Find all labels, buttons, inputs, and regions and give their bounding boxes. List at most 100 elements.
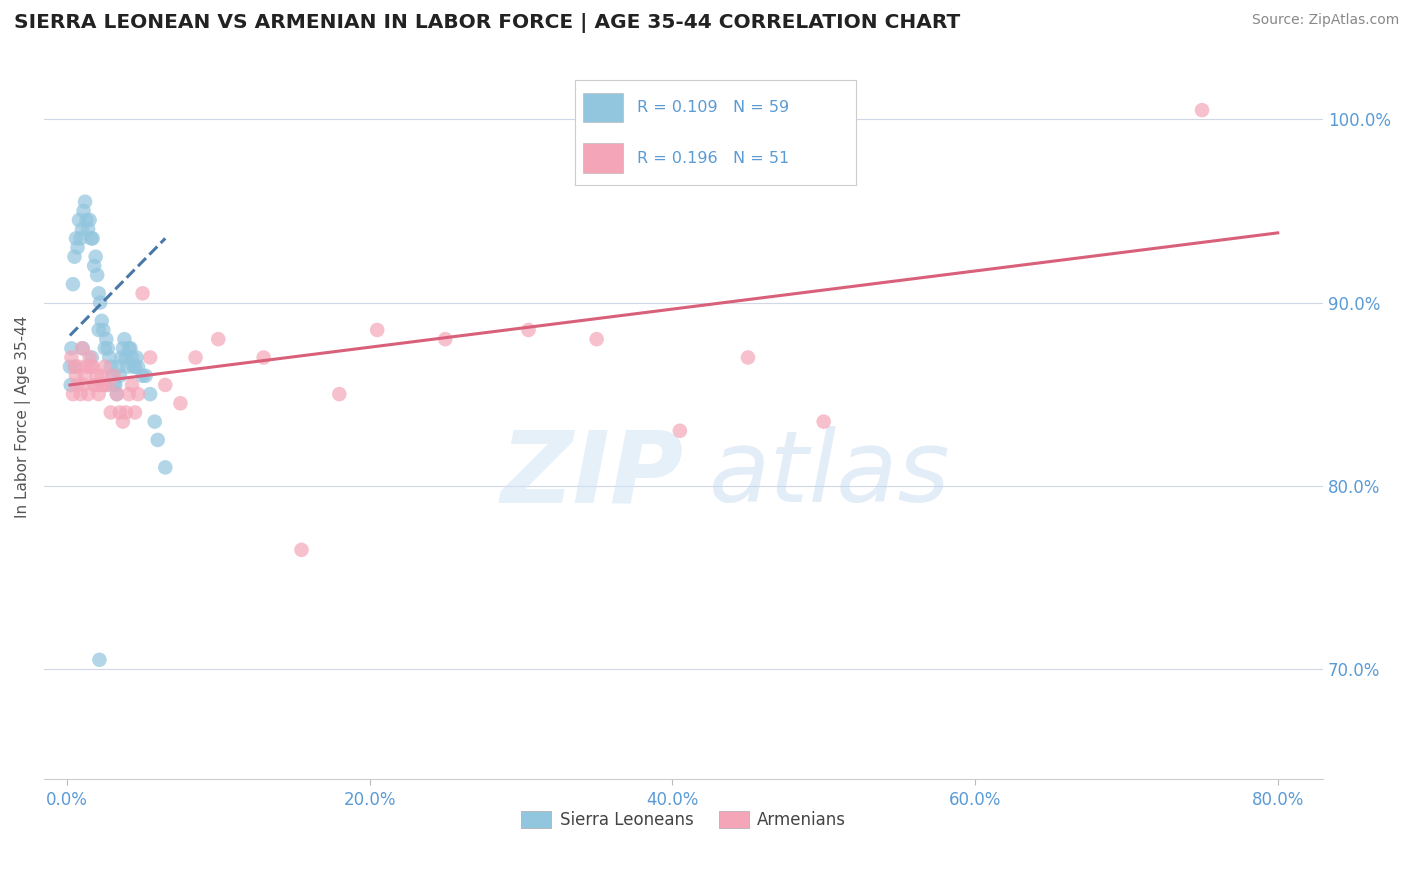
Point	[517, 323, 540, 337]
Point	[80, 231, 103, 245]
Point	[96, 332, 118, 346]
Point	[67, 213, 90, 227]
Point	[127, 387, 149, 401]
Point	[107, 359, 129, 374]
Point	[93, 341, 115, 355]
Point	[59, 378, 82, 392]
Point	[108, 405, 131, 419]
Point	[82, 231, 104, 245]
Point	[94, 378, 117, 392]
Point	[108, 368, 131, 383]
Point	[62, 277, 84, 292]
Text: ZIP: ZIP	[501, 426, 683, 524]
Point	[73, 194, 96, 209]
Point	[585, 332, 607, 346]
Point	[87, 286, 110, 301]
Point	[66, 378, 89, 392]
Point	[91, 323, 114, 337]
Point	[89, 378, 111, 392]
Point	[207, 332, 229, 346]
Point	[76, 359, 98, 374]
Point	[60, 351, 83, 365]
Point	[111, 341, 134, 355]
Point	[118, 341, 141, 355]
Point	[87, 323, 110, 337]
Point	[328, 387, 350, 401]
Point	[63, 250, 86, 264]
Legend: Sierra Leoneans, Armenians: Sierra Leoneans, Armenians	[515, 805, 852, 836]
Point	[669, 424, 692, 438]
Point	[67, 359, 90, 374]
Point	[121, 351, 143, 365]
Point	[65, 231, 87, 245]
Point	[89, 653, 111, 667]
Point	[120, 341, 142, 355]
Point	[117, 359, 139, 374]
Point	[813, 415, 835, 429]
Point	[124, 405, 146, 419]
Point	[65, 359, 87, 374]
Point	[115, 351, 138, 365]
Point	[110, 351, 132, 365]
Point	[80, 359, 103, 374]
Point	[253, 351, 276, 365]
Point	[60, 341, 83, 355]
Point	[80, 351, 103, 365]
Point	[77, 222, 100, 236]
Point	[98, 351, 121, 365]
Point	[97, 341, 120, 355]
Point	[122, 359, 145, 374]
Point	[101, 368, 124, 383]
Point	[737, 351, 759, 365]
Point	[79, 213, 101, 227]
Point	[77, 387, 100, 401]
Point	[90, 368, 112, 383]
Point	[111, 415, 134, 429]
Point	[169, 396, 191, 410]
Point	[69, 387, 91, 401]
Point	[100, 405, 122, 419]
Point	[135, 368, 157, 383]
Point	[100, 359, 122, 374]
Point	[65, 368, 87, 383]
Point	[72, 378, 94, 392]
Point	[366, 323, 388, 337]
Point	[79, 351, 101, 365]
Text: SIERRA LEONEAN VS ARMENIAN IN LABOR FORCE | AGE 35-44 CORRELATION CHART: SIERRA LEONEAN VS ARMENIAN IN LABOR FORC…	[14, 13, 960, 33]
Text: atlas: atlas	[709, 426, 950, 524]
Point	[72, 203, 94, 218]
Y-axis label: In Labor Force | Age 35-44: In Labor Force | Age 35-44	[15, 316, 31, 518]
Point	[69, 231, 91, 245]
Point	[105, 387, 128, 401]
Point	[73, 368, 96, 383]
Point	[146, 433, 169, 447]
Point	[83, 259, 105, 273]
Point	[104, 378, 127, 392]
Point	[131, 368, 153, 383]
Point	[121, 378, 143, 392]
Point	[118, 387, 141, 401]
Point	[72, 341, 94, 355]
Point	[103, 368, 125, 383]
Point	[84, 378, 107, 392]
Point	[91, 378, 114, 392]
Point	[93, 359, 115, 374]
Point	[76, 213, 98, 227]
Point	[139, 387, 162, 401]
Point	[97, 378, 120, 392]
Point	[1191, 103, 1213, 117]
Point	[59, 359, 82, 374]
Point	[105, 387, 128, 401]
Point	[131, 286, 153, 301]
Point	[86, 368, 108, 383]
Point	[125, 351, 148, 365]
Point	[62, 387, 84, 401]
Point	[84, 250, 107, 264]
Point	[66, 241, 89, 255]
Point	[139, 351, 162, 365]
Point	[290, 542, 312, 557]
Point	[112, 332, 135, 346]
Point	[155, 378, 177, 392]
Point	[90, 314, 112, 328]
Point	[70, 341, 93, 355]
